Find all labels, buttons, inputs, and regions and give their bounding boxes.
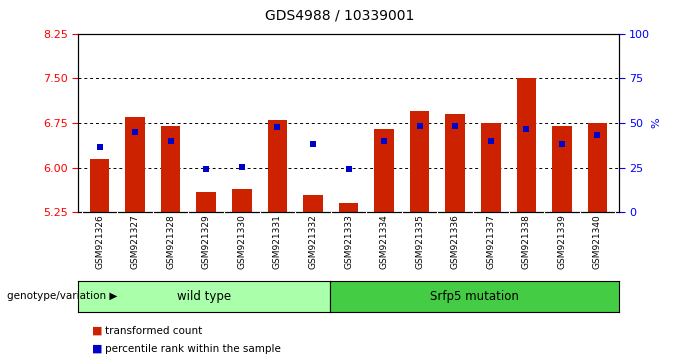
Bar <box>268 120 287 212</box>
Text: GSM921339: GSM921339 <box>558 215 566 269</box>
Point <box>165 138 176 144</box>
Text: GSM921334: GSM921334 <box>379 215 388 269</box>
Point <box>94 144 105 150</box>
Text: wild type: wild type <box>177 290 231 303</box>
Text: GSM921326: GSM921326 <box>95 215 104 269</box>
Bar <box>588 123 607 212</box>
Bar <box>517 78 536 212</box>
Text: ■: ■ <box>92 344 102 354</box>
Text: percentile rank within the sample: percentile rank within the sample <box>105 344 282 354</box>
Point <box>272 124 283 130</box>
Bar <box>481 123 500 212</box>
Bar <box>161 126 180 212</box>
Text: GSM921335: GSM921335 <box>415 215 424 269</box>
Text: GDS4988 / 10339001: GDS4988 / 10339001 <box>265 9 415 23</box>
Point <box>130 129 141 135</box>
Point <box>486 138 496 144</box>
Point <box>414 123 425 129</box>
Text: GSM921338: GSM921338 <box>522 215 531 269</box>
Text: GSM921331: GSM921331 <box>273 215 282 269</box>
Bar <box>125 117 145 212</box>
Text: ■: ■ <box>92 326 102 336</box>
Point <box>449 123 460 129</box>
Text: GSM921330: GSM921330 <box>237 215 246 269</box>
Point <box>379 138 390 144</box>
Bar <box>197 192 216 212</box>
Text: Srfp5 mutation: Srfp5 mutation <box>430 290 519 303</box>
Bar <box>552 126 572 212</box>
Bar <box>374 129 394 212</box>
Text: genotype/variation ▶: genotype/variation ▶ <box>7 291 117 302</box>
Bar <box>339 204 358 212</box>
Point <box>521 126 532 132</box>
Y-axis label: %: % <box>651 118 662 129</box>
Point <box>556 141 567 147</box>
Text: GSM921337: GSM921337 <box>486 215 495 269</box>
Point <box>343 167 354 172</box>
Point <box>592 132 603 138</box>
Bar <box>232 189 252 212</box>
Point <box>201 167 211 172</box>
Text: GSM921336: GSM921336 <box>451 215 460 269</box>
Point <box>237 164 248 169</box>
Text: GSM921329: GSM921329 <box>202 215 211 269</box>
Text: GSM921328: GSM921328 <box>166 215 175 269</box>
Bar <box>445 114 465 212</box>
Bar <box>410 111 429 212</box>
Text: transformed count: transformed count <box>105 326 203 336</box>
Text: GSM921332: GSM921332 <box>309 215 318 269</box>
Text: GSM921327: GSM921327 <box>131 215 139 269</box>
Bar <box>90 159 109 212</box>
Bar <box>303 195 323 212</box>
Text: GSM921333: GSM921333 <box>344 215 353 269</box>
Text: GSM921340: GSM921340 <box>593 215 602 269</box>
Point <box>307 141 318 147</box>
